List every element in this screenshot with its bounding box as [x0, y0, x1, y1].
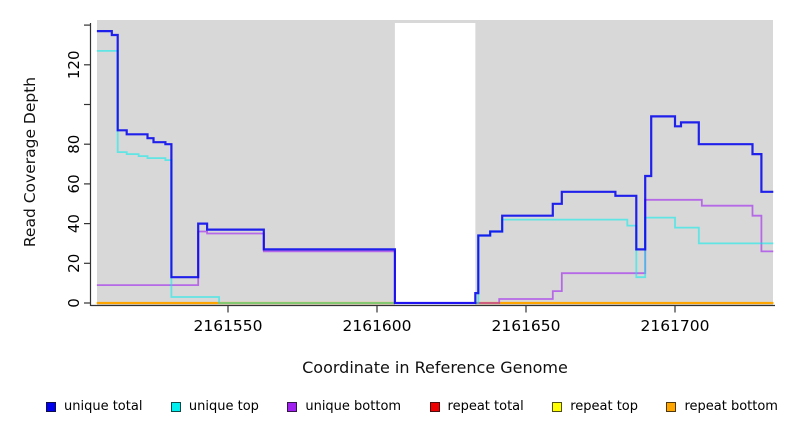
- y-axis-title: Read Coverage Depth: [21, 76, 39, 248]
- series-unique-top-line: [96, 50, 395, 304]
- legend-item-unique-bottom: unique bottom: [287, 399, 401, 414]
- y-tick-label: 80: [65, 135, 83, 154]
- legend-label: repeat bottom: [684, 399, 778, 414]
- legend-label: repeat total: [447, 399, 524, 414]
- legend-label: repeat top: [570, 399, 638, 414]
- legend-swatch-repeat-bottom: [666, 401, 677, 412]
- legend-swatch-unique-bottom: [287, 401, 298, 412]
- legend-item-repeat-top: repeat top: [552, 399, 638, 414]
- legend-item-repeat-bottom: repeat bottom: [666, 399, 778, 414]
- y-tick-label: 40: [65, 214, 83, 233]
- legend-item-repeat-total: repeat total: [429, 399, 524, 414]
- legend-swatch-repeat-total: [429, 401, 440, 412]
- x-axis-title: Coordinate in Reference Genome: [302, 358, 568, 377]
- coverage-gap-region: [394, 23, 476, 305]
- legend-item-unique-total: unique total: [46, 399, 142, 414]
- x-tick-label: 2161700: [640, 317, 709, 335]
- legend-label: unique total: [64, 399, 143, 414]
- legend-label: unique bottom: [305, 399, 402, 414]
- legend-swatch-repeat-top: [552, 401, 563, 412]
- y-tick-label: 120: [65, 50, 83, 79]
- legend-label: unique top: [188, 399, 259, 414]
- series-unique-total-line: [96, 30, 774, 305]
- legend-swatch-unique-total: [46, 401, 56, 412]
- x-tick-label: 2161600: [342, 317, 411, 335]
- y-tick-label: 60: [65, 174, 83, 193]
- x-tick-label: 2161550: [193, 317, 262, 335]
- x-tick-label: 2161650: [491, 317, 560, 335]
- y-tick-label: 20: [65, 254, 83, 273]
- series-unique-bottom-line: [96, 198, 774, 304]
- legend-swatch-unique-top: [170, 401, 181, 412]
- y-tick-label: 0: [65, 298, 83, 308]
- legend: unique total unique top unique bottom repea…: [46, 399, 778, 414]
- legend-item-unique-top: unique top: [170, 399, 259, 414]
